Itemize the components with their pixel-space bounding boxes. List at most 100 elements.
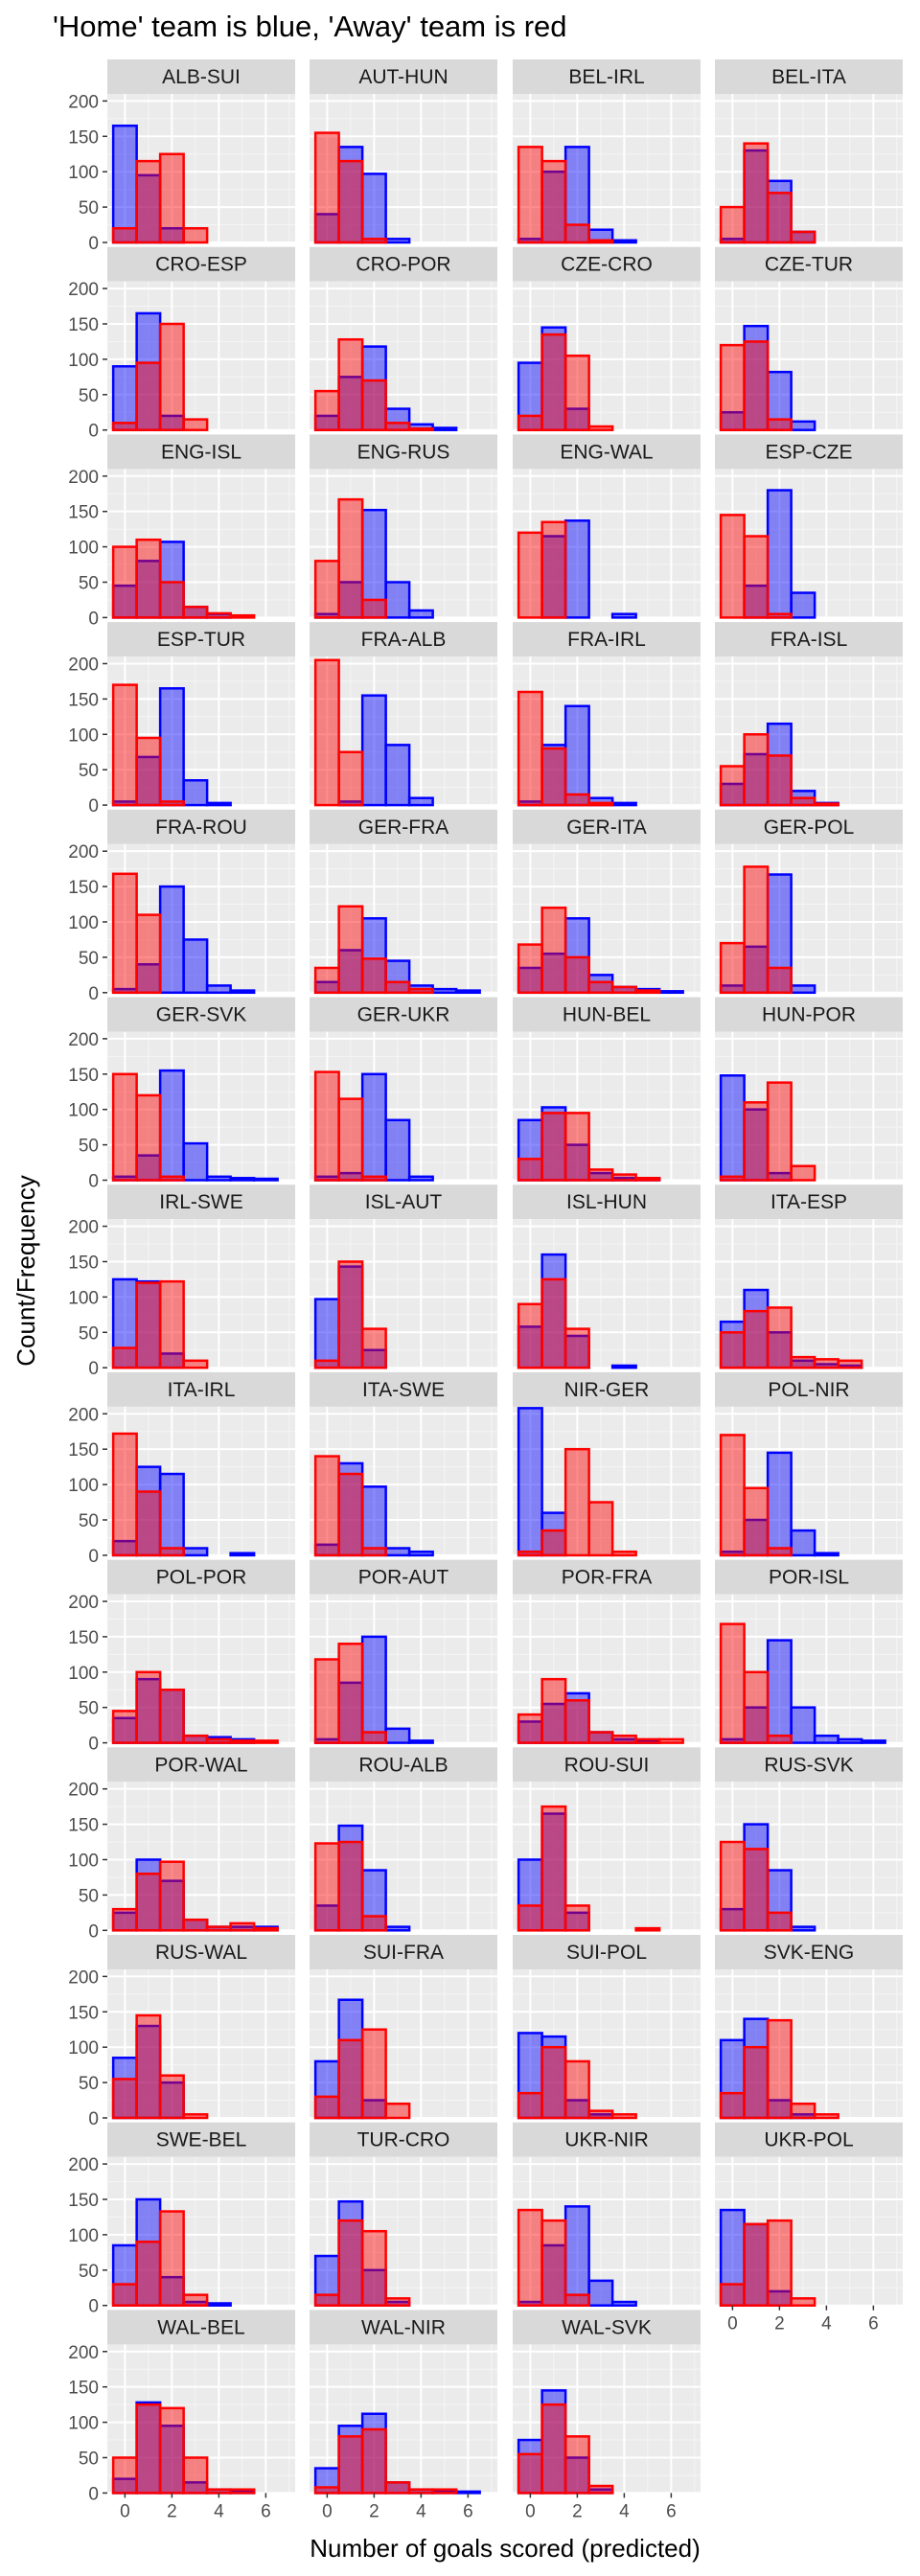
away-bar: [111, 2283, 138, 2307]
facet-label: ITA-SWE: [362, 1379, 445, 1401]
away-bar: [407, 426, 434, 431]
away-bar: [135, 1873, 162, 1932]
facet-strip: [310, 997, 497, 1032]
away-bar: [313, 560, 340, 619]
y-tick-label: 50: [79, 949, 99, 969]
away-bar: [135, 2013, 162, 2120]
y-tick-label: 100: [68, 539, 99, 559]
facet-label: POR-AUT: [358, 1567, 449, 1589]
facet-panel: ENG-WAL: [513, 434, 701, 619]
facet-panel: FRA-ROU 0 50 100 150 200: [68, 809, 295, 1004]
away-bar: [158, 322, 185, 431]
facet-strip: [513, 997, 701, 1032]
facet-label: SWE-BEL: [156, 2129, 247, 2151]
away-bar: [158, 1860, 185, 1932]
y-tick-label: 200: [68, 655, 99, 675]
home-bar: [743, 1288, 770, 1369]
away-bar: [517, 943, 543, 995]
home-bar: [158, 687, 185, 807]
away-bar: [517, 1904, 543, 1932]
away-bar: [337, 337, 364, 431]
away-bar: [182, 606, 209, 619]
away-bar: [135, 538, 162, 619]
away-bar: [766, 1081, 793, 1182]
away-bar: [111, 226, 138, 244]
y-tick-label: 200: [68, 1030, 99, 1050]
facet-strip: [107, 1559, 295, 1595]
away-bar: [384, 422, 411, 431]
y-tick-label: 150: [68, 1440, 99, 1460]
away-bar: [313, 1455, 340, 1557]
y-tick-label: 100: [68, 351, 99, 371]
away-bar: [313, 1658, 340, 1744]
facet-label: NIR-GER: [564, 1379, 650, 1401]
facet-label: CRO-POR: [356, 254, 450, 276]
home-bar: [360, 345, 387, 431]
home-bar: [837, 1737, 863, 1744]
facet-label: WAL-SVK: [562, 2316, 652, 2338]
facet-strip: [310, 246, 497, 282]
facet-label: SUI-POL: [566, 1942, 647, 1964]
x-tick-label: 4: [214, 2501, 224, 2521]
away-bar: [360, 2028, 387, 2120]
facet-panel: ISL-HUN: [513, 1184, 701, 1369]
away-bar: [337, 1472, 364, 1557]
facet-label: AUT-HUN: [358, 66, 448, 88]
y-tick-label: 50: [79, 1323, 99, 1344]
away-bar: [182, 1734, 209, 1744]
home-bar: [610, 2300, 637, 2307]
away-bar: [360, 957, 387, 995]
away-bar: [360, 1175, 387, 1182]
away-bar: [540, 520, 567, 619]
away-bar: [182, 1918, 209, 1932]
home-bar: [337, 376, 364, 431]
home-bar: [813, 1734, 840, 1744]
facet-strip: [310, 59, 497, 94]
y-tick-label: 100: [68, 2038, 99, 2058]
facet-strip: [513, 1935, 701, 1969]
facet-label: GER-UKR: [357, 1004, 450, 1026]
facet-strip: [107, 809, 295, 844]
facet-panel: TUR-CRO: [310, 2122, 497, 2307]
home-bar: [205, 1175, 232, 1182]
y-tick-label: 0: [88, 609, 99, 629]
away-bar: [337, 1097, 364, 1182]
y-tick-label: 200: [68, 468, 99, 488]
facet-strip: [715, 1184, 903, 1220]
x-tick-label: 0: [322, 2501, 333, 2521]
facet-panel: ENG-RUS: [310, 434, 497, 619]
away-bar: [517, 1302, 543, 1369]
away-bar: [587, 2109, 614, 2120]
away-bar: [337, 2038, 364, 2120]
y-tick-label: 50: [79, 198, 99, 218]
home-bar: [384, 238, 411, 244]
away-bar: [564, 1904, 590, 1932]
home-bar: [111, 124, 138, 244]
facet-panel: CZE-TUR: [715, 246, 903, 431]
facet-strip: [107, 1184, 295, 1220]
away-bar: [766, 1734, 793, 1744]
away-bar: [540, 1529, 567, 1557]
home-bar: [384, 1925, 411, 1932]
away-bar: [813, 2113, 840, 2120]
away-bar: [205, 611, 232, 619]
home-bar: [205, 801, 232, 807]
y-tick-label: 150: [68, 1066, 99, 1086]
facet-label: POL-NIR: [768, 1379, 849, 1401]
y-tick-label: 0: [88, 796, 99, 816]
facet-strip: [715, 1935, 903, 1969]
facet-panel: ITA-ESP: [715, 1184, 903, 1369]
y-tick-label: 50: [79, 2262, 99, 2282]
home-bar: [360, 2412, 387, 2495]
facet-label: HUN-POR: [762, 1004, 856, 1026]
facet-panel: SWE-BEL 0 50 100 150 200: [68, 2122, 295, 2317]
facet-panel: RUS-WAL 0 50 100 150 200: [68, 1935, 295, 2129]
x-axis-title: Number of goals scored (predicted): [310, 2534, 701, 2563]
y-tick-label: 0: [88, 1735, 99, 1755]
away-bar: [813, 1358, 840, 1369]
facet-label: BEL-ITA: [771, 66, 846, 88]
away-bar: [360, 2427, 387, 2495]
away-bar: [517, 531, 543, 619]
